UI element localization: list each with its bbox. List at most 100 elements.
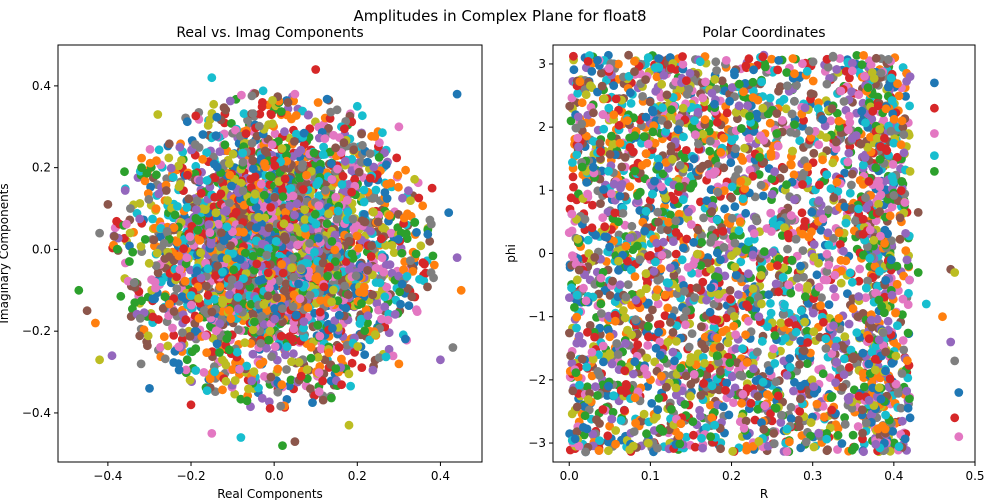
scatter-point xyxy=(207,307,217,317)
scatter-point xyxy=(319,142,328,152)
scatter-point xyxy=(357,157,366,167)
scatter-point xyxy=(228,149,238,159)
scatter-point xyxy=(404,301,414,310)
scatter-point xyxy=(210,294,220,304)
scatter-point xyxy=(202,176,212,185)
scatter-point xyxy=(148,214,157,224)
scatter-point xyxy=(320,355,330,365)
scatter-point xyxy=(255,359,265,369)
scatter-point xyxy=(169,307,179,316)
scatter-point xyxy=(278,268,288,278)
scatter-point xyxy=(415,274,424,284)
scatter-point xyxy=(365,335,375,345)
scatter-point xyxy=(244,384,253,394)
scatter-outlier-point xyxy=(394,359,404,369)
scatter-point xyxy=(265,171,274,181)
scatter-point xyxy=(331,143,340,153)
y-tick-label: −0.2 xyxy=(22,324,51,338)
scatter-point xyxy=(162,227,172,236)
scatter-point xyxy=(190,140,200,149)
scatter-point xyxy=(328,323,337,333)
scatter-point xyxy=(227,275,237,284)
scatter-point xyxy=(228,365,238,374)
scatter-point xyxy=(287,357,296,366)
scatter-point xyxy=(267,352,276,361)
scatter-point xyxy=(195,176,205,186)
scatter-point xyxy=(767,54,776,64)
scatter-point xyxy=(327,175,337,184)
scatter-point xyxy=(286,375,296,385)
scatter-point xyxy=(351,271,361,281)
scatter-point xyxy=(225,96,235,106)
scatter-point xyxy=(231,125,240,135)
scatter-point xyxy=(654,393,664,403)
scatter-point xyxy=(370,330,380,339)
scatter-point xyxy=(265,404,275,413)
scatter-point xyxy=(338,171,348,181)
scatter-point xyxy=(687,329,697,338)
scatter-point xyxy=(414,193,424,203)
scatter-point xyxy=(200,205,210,215)
scatter-point xyxy=(314,191,324,201)
scatter-point xyxy=(194,313,204,323)
scatter-point xyxy=(285,201,295,211)
scatter-point xyxy=(416,241,426,251)
scatter-point xyxy=(144,258,154,268)
scatter-point xyxy=(351,221,361,230)
scatter-point xyxy=(222,206,231,215)
scatter-point xyxy=(281,279,291,289)
scatter-point xyxy=(165,299,174,309)
scatter-point xyxy=(620,220,630,230)
scatter-point xyxy=(276,331,286,341)
scatter-point xyxy=(235,364,244,374)
scatter-point xyxy=(853,422,863,431)
scatter-point xyxy=(210,192,220,202)
scatter-point xyxy=(221,360,231,370)
scatter-point xyxy=(363,266,372,275)
scatter-point xyxy=(239,109,249,118)
scatter-point xyxy=(314,201,324,211)
scatter-point xyxy=(605,291,615,300)
scatter-point xyxy=(248,325,258,335)
scatter-point xyxy=(159,332,169,341)
scatter-point xyxy=(394,182,403,192)
scatter-point xyxy=(794,283,804,292)
scatter-point xyxy=(305,238,314,248)
scatter-point xyxy=(726,158,736,168)
scatter-point xyxy=(183,170,192,180)
scatter-point xyxy=(279,219,289,229)
scatter-outlier-point xyxy=(207,429,217,438)
scatter-point xyxy=(386,228,396,238)
scatter-point xyxy=(174,251,184,261)
x-tick-label: −0.4 xyxy=(93,469,122,483)
scatter-point xyxy=(299,323,308,333)
scatter-point xyxy=(195,236,205,245)
scatter-outlier-point xyxy=(290,437,300,446)
scatter-point xyxy=(402,272,412,281)
scatter-point xyxy=(382,180,392,189)
scatter-point xyxy=(191,366,201,375)
scatter-point xyxy=(145,158,155,168)
scatter-point xyxy=(833,430,843,440)
scatter-point xyxy=(122,219,131,229)
scatter-point xyxy=(196,248,206,258)
scatter-point xyxy=(290,210,299,220)
scatter-point xyxy=(381,160,391,170)
scatter-point xyxy=(209,99,219,109)
scatter-point xyxy=(164,139,174,149)
scatter-point xyxy=(337,180,347,189)
scatter-point xyxy=(169,331,179,340)
scatter-point xyxy=(289,324,299,334)
scatter-point xyxy=(273,364,283,374)
scatter-point xyxy=(314,176,324,186)
scatter-outlier-point xyxy=(448,343,458,352)
scatter-point xyxy=(124,257,134,266)
scatter-point xyxy=(292,199,302,209)
scatter-point xyxy=(298,185,308,194)
scatter-point xyxy=(296,264,306,273)
scatter-point xyxy=(257,311,267,321)
scatter-point xyxy=(143,331,153,341)
scatter-point xyxy=(112,244,122,254)
scatter-point xyxy=(232,347,242,357)
scatter-point xyxy=(350,174,360,184)
